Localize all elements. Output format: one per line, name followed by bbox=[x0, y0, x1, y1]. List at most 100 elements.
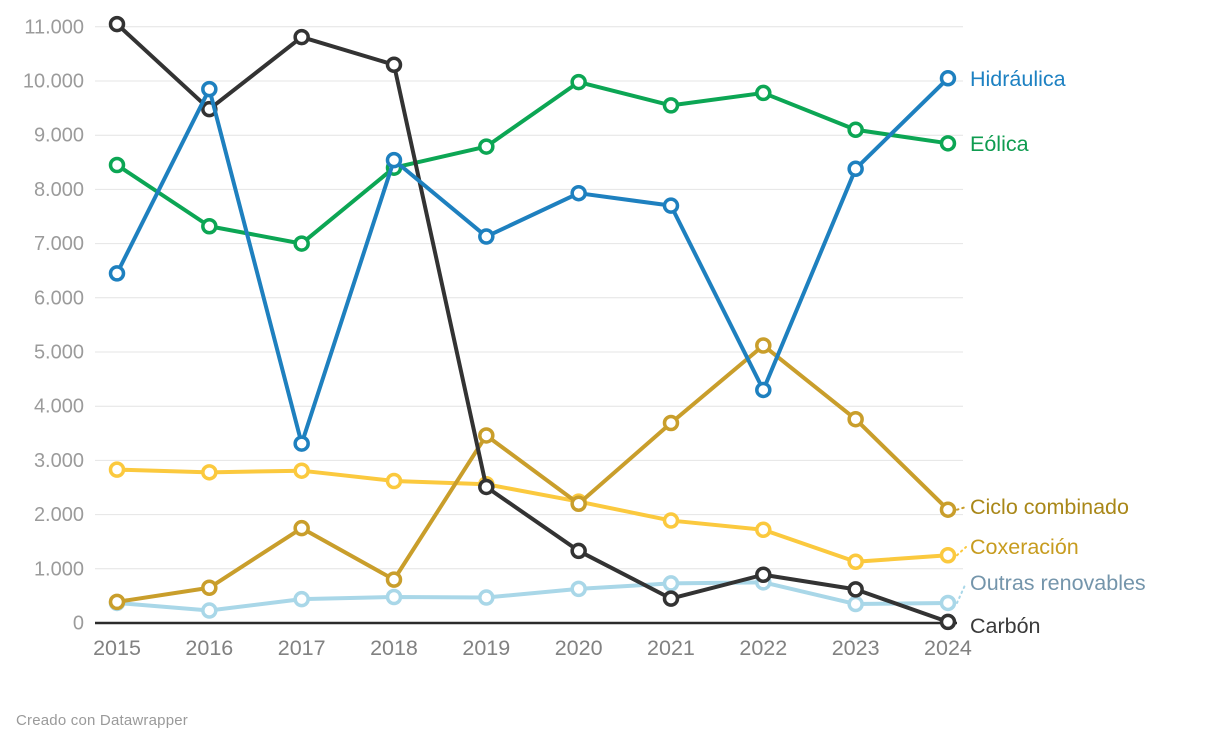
point-outras-renovables-2017 bbox=[293, 590, 310, 608]
x-tick-label: 2024 bbox=[924, 636, 972, 660]
point-hidraulica-2022 bbox=[755, 381, 772, 399]
point-outras-renovables-2020 bbox=[570, 580, 587, 598]
point-hidraulica-2017 bbox=[293, 435, 310, 452]
point-ciclo-combinado-2024 bbox=[939, 501, 957, 518]
point-hidraulica-2018 bbox=[385, 151, 403, 169]
point-hidraulica-2016 bbox=[201, 80, 218, 98]
series-label-outras-renovables: Outras renovables bbox=[970, 571, 1146, 595]
leader-outras-renovables bbox=[955, 582, 967, 604]
point-ciclo-combinado-2020 bbox=[570, 495, 587, 513]
point-carbon-2018 bbox=[385, 56, 403, 73]
series-ciclo-combinado bbox=[108, 337, 967, 611]
point-eolica-2015 bbox=[108, 156, 126, 174]
x-tick-label: 2019 bbox=[462, 636, 510, 660]
point-eolica-2019 bbox=[478, 138, 495, 155]
point-coxeracion-2021 bbox=[662, 512, 680, 529]
datawrapper-credit: Creado con Datawrapper bbox=[16, 712, 188, 729]
line-hidraulica bbox=[115, 76, 950, 446]
x-tick-label: 2020 bbox=[555, 636, 603, 660]
point-ciclo-combinado-2019 bbox=[478, 427, 495, 444]
point-coxeracion-2018 bbox=[385, 472, 403, 490]
line-chart-svg: 0 1.000 2.000 3.000 4.000 5.000 6.000 7.000 8.00… bbox=[23, 15, 1146, 660]
line-eolica bbox=[115, 80, 950, 246]
series-label-coxeracion: Coxeración bbox=[970, 535, 1079, 559]
y-tick-label: 4.000 bbox=[34, 396, 84, 418]
y-tick-label: 11.000 bbox=[24, 16, 84, 38]
point-carbon-2023 bbox=[847, 581, 864, 598]
line-ciclo-combinado bbox=[115, 343, 950, 604]
point-eolica-2023 bbox=[847, 121, 864, 139]
point-eolica-2016 bbox=[201, 218, 218, 235]
point-ciclo-combinado-2017 bbox=[293, 519, 310, 537]
point-eolica-2021 bbox=[662, 97, 680, 114]
point-carbon-2021 bbox=[662, 590, 680, 607]
x-tick-label: 2015 bbox=[93, 636, 141, 660]
point-carbon-2024 bbox=[939, 613, 957, 631]
series-label-hidraulica: Hidráulica bbox=[970, 67, 1066, 91]
y-tick-label: 3.000 bbox=[34, 450, 84, 472]
series-label-carbon: Carbón bbox=[970, 614, 1041, 638]
x-tick-label: 2023 bbox=[832, 636, 880, 660]
point-eolica-2017 bbox=[293, 235, 310, 252]
point-ciclo-combinado-2015 bbox=[108, 593, 126, 611]
y-tick-label: 7.000 bbox=[34, 233, 84, 255]
point-outras-renovables-2016 bbox=[201, 602, 218, 619]
series-carbon bbox=[108, 15, 957, 631]
point-eolica-2022 bbox=[755, 84, 772, 102]
series-eolica bbox=[108, 73, 957, 252]
point-outras-renovables-2019 bbox=[478, 589, 495, 606]
point-eolica-2024 bbox=[939, 135, 957, 152]
leader-coxeracion bbox=[955, 546, 967, 557]
x-tick-label: 2018 bbox=[370, 636, 418, 660]
point-coxeracion-2024 bbox=[939, 547, 957, 564]
y-tick-label: 2.000 bbox=[34, 504, 84, 526]
x-tick-label: 2017 bbox=[278, 636, 326, 660]
point-hidraulica-2024 bbox=[939, 70, 957, 87]
y-tick-label: 5.000 bbox=[34, 342, 84, 364]
point-ciclo-combinado-2016 bbox=[201, 579, 218, 597]
x-tick-label: 2016 bbox=[185, 636, 233, 660]
line-coxeracion bbox=[115, 467, 950, 564]
x-tick-label: 2021 bbox=[647, 636, 695, 660]
series-label-eolica: Eólica bbox=[970, 132, 1029, 156]
series-coxeracion bbox=[108, 461, 967, 571]
point-coxeracion-2022 bbox=[755, 521, 772, 539]
y-tick-label: 1.000 bbox=[34, 558, 84, 580]
point-hidraulica-2019 bbox=[478, 228, 495, 245]
series-outras-renovables bbox=[108, 574, 967, 619]
point-ciclo-combinado-2022 bbox=[755, 337, 772, 354]
point-carbon-2015 bbox=[108, 15, 126, 33]
point-ciclo-combinado-2018 bbox=[385, 571, 403, 588]
point-ciclo-combinado-2023 bbox=[847, 410, 864, 428]
y-tick-label: 8.000 bbox=[34, 179, 84, 201]
y-tick-label: 6.000 bbox=[34, 287, 84, 309]
point-hidraulica-2023 bbox=[847, 160, 864, 178]
point-coxeracion-2017 bbox=[293, 462, 310, 479]
series-label-ciclo-combinado: Ciclo combinado bbox=[970, 495, 1129, 519]
series-hidraulica bbox=[108, 70, 957, 452]
point-outras-renovables-2021 bbox=[662, 575, 680, 592]
y-tick-label: 9.000 bbox=[34, 125, 84, 147]
line-outras-renovables bbox=[115, 580, 950, 613]
point-eolica-2020 bbox=[570, 73, 587, 91]
point-hidraulica-2020 bbox=[570, 184, 587, 202]
point-ciclo-combinado-2021 bbox=[662, 414, 680, 432]
point-carbon-2020 bbox=[570, 542, 587, 560]
point-hidraulica-2021 bbox=[662, 197, 680, 214]
point-coxeracion-2016 bbox=[201, 464, 218, 481]
point-coxeracion-2023 bbox=[847, 553, 864, 571]
x-tick-label: 2022 bbox=[739, 636, 787, 660]
point-coxeracion-2015 bbox=[108, 461, 126, 478]
point-carbon-2017 bbox=[293, 28, 310, 46]
line-carbon bbox=[115, 22, 950, 624]
point-outras-renovables-2023 bbox=[847, 595, 864, 613]
point-carbon-2019 bbox=[478, 478, 495, 496]
point-carbon-2022 bbox=[755, 566, 772, 584]
y-tick-label: 10.000 bbox=[23, 71, 84, 93]
leader-ciclo-combinado bbox=[955, 506, 967, 511]
y-tick-label: 0 bbox=[73, 613, 84, 635]
point-outras-renovables-2024 bbox=[939, 594, 957, 612]
point-outras-renovables-2018 bbox=[385, 588, 403, 606]
point-hidraulica-2015 bbox=[108, 265, 126, 282]
